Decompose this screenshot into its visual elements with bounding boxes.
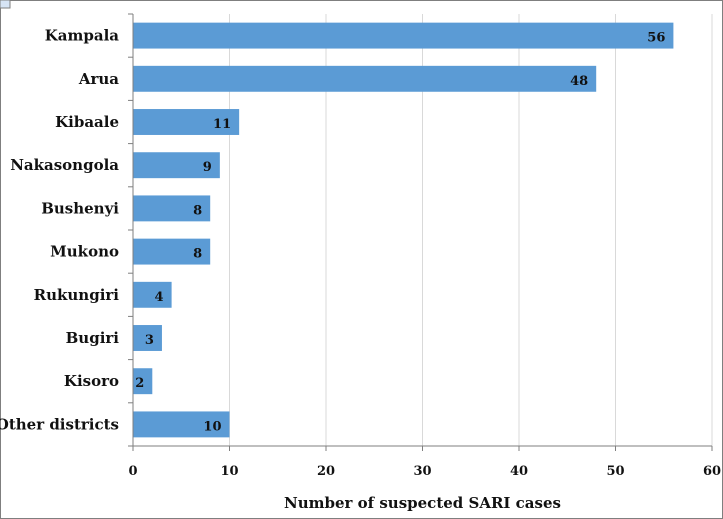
category-label: Bugiri bbox=[66, 329, 120, 347]
category-label: Bushenyi bbox=[41, 199, 119, 217]
x-tick-label: 0 bbox=[128, 464, 137, 479]
data-label: 4 bbox=[155, 290, 164, 305]
x-tick-label: 40 bbox=[510, 464, 528, 479]
bar bbox=[133, 109, 240, 135]
category-label: Arua bbox=[78, 70, 119, 88]
category-label: Kibaale bbox=[55, 113, 119, 131]
bar bbox=[133, 238, 211, 265]
bar bbox=[133, 368, 153, 395]
category-label: Other districts bbox=[0, 415, 119, 433]
category-label: Nakasongola bbox=[10, 156, 119, 174]
x-tick-label: 10 bbox=[220, 464, 238, 479]
data-label: 56 bbox=[647, 31, 665, 46]
data-label: 3 bbox=[145, 333, 154, 348]
bar bbox=[133, 195, 211, 222]
data-label: 9 bbox=[203, 160, 212, 175]
data-label: 8 bbox=[193, 247, 202, 262]
data-label: 11 bbox=[213, 117, 231, 132]
bar bbox=[133, 22, 674, 49]
bar bbox=[133, 281, 172, 308]
x-axis-title: Number of suspected SARI cases bbox=[284, 494, 561, 512]
category-label: Mukono bbox=[50, 243, 119, 261]
x-tick-label: 30 bbox=[413, 464, 431, 479]
axes bbox=[128, 13, 713, 451]
category-label: Kisoro bbox=[64, 372, 119, 390]
x-tick-label: 20 bbox=[317, 464, 335, 479]
bar bbox=[133, 65, 597, 92]
data-label: 48 bbox=[570, 74, 588, 89]
x-tick-label: 50 bbox=[606, 464, 624, 479]
frame-corner-mark bbox=[0, 0, 11, 9]
bars bbox=[133, 22, 674, 438]
x-tick-label: 60 bbox=[703, 464, 721, 479]
category-label: Rukungiri bbox=[34, 286, 120, 304]
bar bbox=[133, 152, 220, 179]
data-label: 2 bbox=[135, 376, 144, 391]
data-label: 10 bbox=[203, 419, 221, 434]
bar bbox=[133, 325, 162, 351]
category-label: Kampala bbox=[45, 27, 120, 45]
bar bbox=[133, 411, 230, 438]
data-label: 8 bbox=[193, 203, 202, 218]
